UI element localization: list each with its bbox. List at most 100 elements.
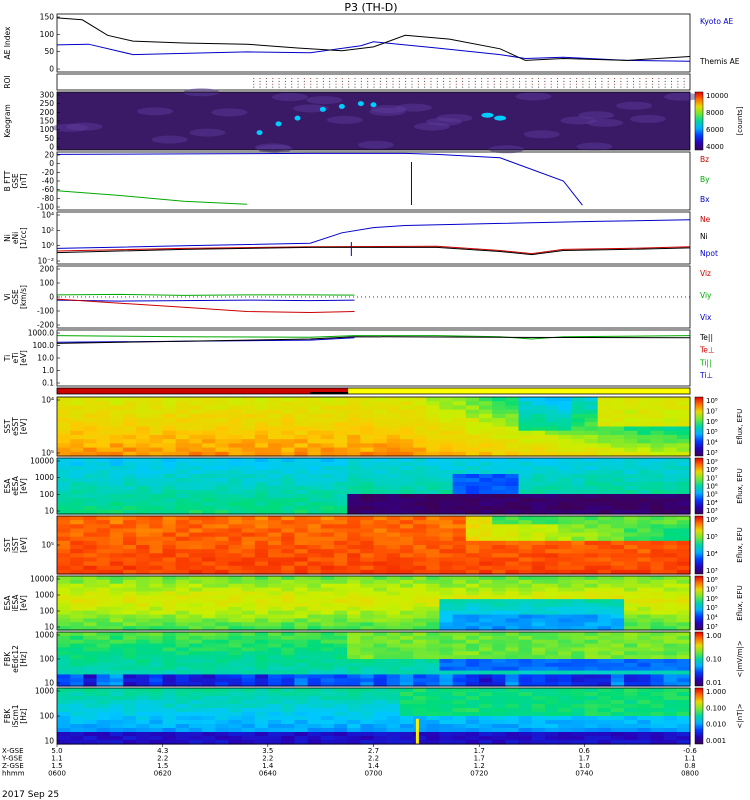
sst_e-cell [175, 439, 190, 444]
fbk_b-cell [122, 708, 137, 713]
sst_i-cell [347, 524, 361, 530]
fbk_b-cell [320, 688, 335, 693]
esa_i-cell [83, 599, 98, 604]
sst_e-cell [426, 439, 441, 444]
fbk_b-cell [531, 732, 546, 737]
esa_i-cell [347, 591, 361, 596]
fbk_e-cell [399, 662, 414, 668]
fbk_e-cell [281, 635, 295, 641]
sst_e-cell [479, 422, 493, 428]
sst_e-cell [386, 426, 401, 432]
sst_e-cell [597, 422, 612, 428]
sst_i-cell [136, 516, 150, 521]
sst_e-cell [281, 430, 295, 436]
fbk_e-cell [571, 670, 586, 676]
fbk_b-cbar-tick: 0.010 [706, 721, 726, 729]
sst_i-cell [333, 540, 348, 546]
sst_e-cell [294, 426, 309, 432]
roi-dot [443, 86, 445, 88]
fbk_b-cell [571, 696, 586, 701]
sst_i-cell [518, 516, 533, 521]
sst_i-cell [70, 553, 84, 559]
sst_e-cbar-tick: 10³ [706, 449, 718, 457]
esa_i-cell [122, 626, 137, 631]
fbk_b-cell [109, 736, 124, 741]
bfield-ylabel: GSE [11, 173, 20, 189]
sst_e-cell [676, 426, 691, 432]
sst_e-cell [83, 434, 98, 440]
sst_e-cell [373, 443, 388, 449]
esa_e-cell [399, 502, 414, 507]
esa_e-cell [333, 458, 348, 463]
fbk_b-cell [333, 724, 348, 729]
sst_e-cell [188, 409, 203, 415]
roi-dot [563, 83, 565, 85]
sst_e-cell [624, 422, 638, 428]
sst_i-cell [624, 524, 638, 530]
esa_i-cell [571, 603, 586, 608]
sst_i-cell [637, 540, 652, 546]
esa_i-cell [518, 622, 533, 627]
esa_e-cell [663, 486, 678, 491]
esa_e-cell [175, 490, 190, 495]
esa_i-cell [360, 614, 375, 620]
esa_e-cell [136, 466, 150, 471]
esa_e-cell [96, 482, 111, 487]
sst_i-cell [175, 561, 190, 567]
sst_e-cell [122, 409, 137, 415]
fbk_b-cell [544, 692, 559, 697]
fbk_b-cell [228, 740, 243, 745]
fbk_b-cell [637, 728, 652, 733]
sst_i-cell [307, 524, 322, 530]
esa_e-cell [610, 478, 625, 483]
esa_i-cell [347, 603, 361, 608]
fbk_b-cell [373, 704, 388, 709]
sst_e-cell [57, 447, 71, 453]
esa_e-cell [518, 458, 533, 463]
esa_e-cell [452, 490, 467, 495]
sst_e-cell [413, 426, 427, 432]
roi-dot [335, 86, 337, 88]
esa_e-cell [188, 486, 203, 491]
keogram-ytick-label: 250 [40, 99, 55, 108]
sst_e-cell [254, 443, 269, 449]
temp-ylabel: eTi [11, 352, 20, 363]
esa_i-cell [70, 610, 84, 616]
esa_e-cell [373, 470, 388, 475]
sst_i-cell [70, 569, 84, 575]
fbk_e-cell [188, 647, 203, 652]
esa_i-cell [663, 610, 678, 616]
fbk_b-cell [333, 720, 348, 725]
sst_i-cell [479, 549, 493, 554]
fbk_e-cell [584, 639, 599, 645]
fbk_b-cell [426, 736, 441, 741]
roi-dot [303, 80, 305, 82]
fbk_e-cell [637, 666, 652, 672]
esa_e-cell [544, 506, 559, 511]
fbk_e-cell [558, 666, 572, 672]
sst_i-cell [228, 536, 243, 542]
fbk_e-cell [268, 674, 282, 679]
esa_e-cell [465, 506, 480, 511]
sst_i-cell [492, 553, 506, 559]
esa_e-cell [439, 510, 454, 515]
fbk_e-cell [83, 635, 98, 641]
fbk_e-cell [637, 639, 652, 645]
fbk_e-cell [479, 674, 493, 679]
fbk_b-ylabel: iScm1 [11, 704, 20, 727]
fbk_e-cell [676, 659, 691, 664]
fbk_e-cell [373, 662, 388, 668]
esa_e-cell [663, 482, 678, 487]
roi-dot [379, 80, 381, 82]
esa_i-cell [531, 614, 546, 620]
fbk_b-cell [386, 736, 401, 741]
sst_i-cell [452, 565, 467, 571]
fbk_b-cell [281, 708, 295, 713]
fbk_b-cell [439, 712, 454, 717]
roi-dot [443, 80, 445, 82]
esa_i-cell [373, 579, 388, 585]
roi-dot [259, 78, 261, 79]
roi-dot [576, 83, 578, 85]
fbk_b-cell [505, 728, 520, 733]
